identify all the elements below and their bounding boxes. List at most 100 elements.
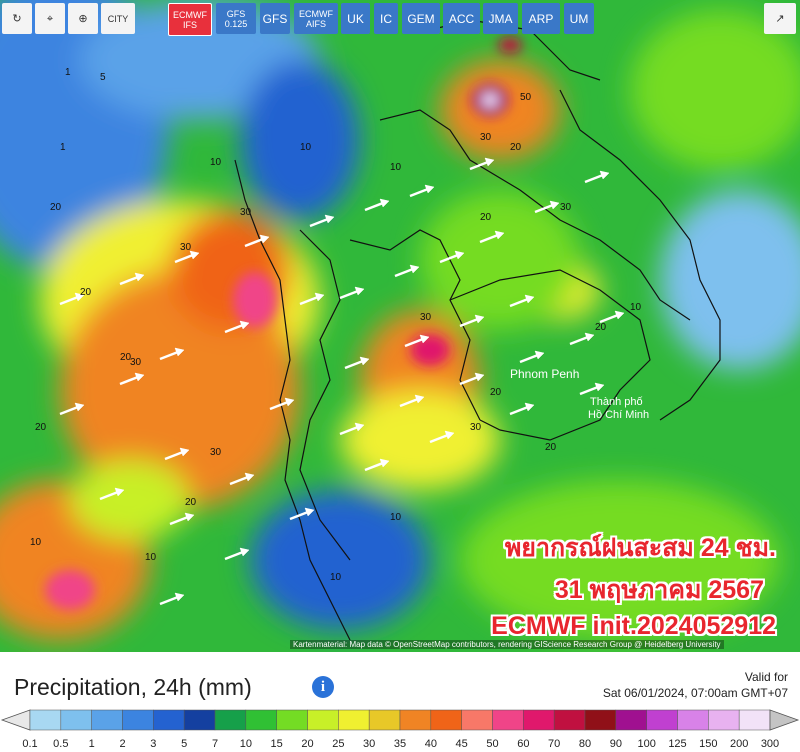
panel-title: Precipitation, 24h (mm) bbox=[14, 674, 252, 700]
valid-time: Sat 06/01/2024, 07:00am GMT+07 bbox=[602, 686, 788, 700]
legend-arrow-left bbox=[0, 709, 31, 731]
model-button[interactable]: JMA bbox=[483, 3, 518, 34]
city-button[interactable]: CITY bbox=[101, 3, 135, 34]
contour-label: 30 bbox=[560, 202, 572, 213]
legend-label: 25 bbox=[332, 738, 344, 750]
wind-arrow-head bbox=[549, 200, 560, 210]
valid-label: Valid for bbox=[744, 670, 788, 684]
contour-label: 10 bbox=[330, 572, 342, 583]
contour-labels: 1020302010302030102030201050302010203020… bbox=[30, 67, 642, 583]
info-button[interactable]: i bbox=[312, 676, 334, 698]
legend-label: 100 bbox=[637, 738, 655, 750]
place-label: Hồ Chí Minh bbox=[588, 409, 649, 421]
wind-arrow-head bbox=[74, 402, 85, 412]
contour-label: 10 bbox=[145, 552, 157, 563]
wind-arrow bbox=[309, 217, 329, 228]
model-button[interactable]: IC bbox=[374, 3, 398, 34]
refresh-button[interactable]: ↻ bbox=[2, 3, 32, 34]
wind-arrow-head bbox=[379, 198, 390, 208]
wind-arrow-head bbox=[239, 547, 250, 557]
wind-arrow-head bbox=[174, 592, 185, 602]
wind-arrow-head bbox=[314, 292, 325, 302]
place-label: Phnom Penh bbox=[510, 367, 579, 381]
contour-label: 10 bbox=[300, 142, 312, 153]
wind-arrow bbox=[119, 275, 139, 286]
legend-swatch bbox=[615, 709, 647, 731]
wind-arrow bbox=[364, 461, 384, 472]
legend-label: 70 bbox=[548, 738, 560, 750]
wind-arrow-head bbox=[594, 382, 605, 392]
legend-label: 90 bbox=[610, 738, 622, 750]
wind-arrow-head bbox=[454, 250, 465, 260]
wind-arrow bbox=[224, 323, 244, 334]
contour-label: 20 bbox=[490, 387, 502, 398]
model-button[interactable]: ARP bbox=[522, 3, 560, 34]
contour-label: 20 bbox=[80, 287, 92, 298]
wind-arrow bbox=[99, 490, 119, 501]
overlay-text: ECMWF init.2024052912 bbox=[491, 612, 776, 640]
model-button[interactable]: ECMWF AIFS bbox=[294, 3, 338, 34]
wind-arrow bbox=[169, 515, 189, 526]
model-button[interactable]: ECMWF IFS bbox=[168, 3, 212, 36]
legend-swatch bbox=[430, 709, 462, 731]
wind-arrow-head bbox=[134, 372, 145, 382]
wind-arrow-head bbox=[474, 314, 485, 324]
wind-arrow-head bbox=[614, 310, 625, 320]
wind-arrow-head bbox=[324, 214, 335, 224]
wind-arrow bbox=[509, 405, 529, 416]
wind-arrow bbox=[269, 400, 289, 411]
model-button[interactable]: UM bbox=[564, 3, 594, 34]
wind-arrow bbox=[469, 160, 489, 171]
model-button[interactable]: GFS 0.125 bbox=[216, 3, 256, 34]
wind-arrow-head bbox=[179, 447, 190, 457]
contour-label: 30 bbox=[480, 132, 492, 143]
wind-arrow bbox=[159, 595, 179, 606]
legend-label: 200 bbox=[730, 738, 748, 750]
wind-arrow bbox=[59, 405, 79, 416]
zoom-button[interactable]: ⊕ bbox=[68, 3, 98, 34]
contour-label: 30 bbox=[210, 447, 222, 458]
legend-swatch bbox=[153, 709, 185, 731]
wind-arrow-head bbox=[244, 472, 255, 482]
wind-arrow bbox=[59, 295, 79, 306]
legend-label: 150 bbox=[699, 738, 717, 750]
share-button[interactable]: ↗ bbox=[764, 3, 796, 34]
legend-label: 0.5 bbox=[53, 738, 68, 750]
model-button[interactable]: UK bbox=[341, 3, 370, 34]
wind-arrow-head bbox=[359, 356, 370, 366]
legend-label: 35 bbox=[394, 738, 406, 750]
wind-arrow bbox=[584, 173, 604, 184]
legend-swatch bbox=[461, 709, 493, 731]
legend-label: 60 bbox=[517, 738, 529, 750]
legend-swatch bbox=[553, 709, 586, 731]
wind-arrow-head bbox=[484, 157, 495, 167]
contour-label: 30 bbox=[180, 242, 192, 253]
location-button[interactable]: ⌖ bbox=[35, 3, 65, 34]
model-button[interactable]: ACC bbox=[443, 3, 480, 34]
legend-label: 50 bbox=[486, 738, 498, 750]
legend-label: 45 bbox=[456, 738, 468, 750]
wind-arrow-head bbox=[354, 286, 365, 296]
wind-arrow bbox=[399, 397, 419, 408]
wind-arrow bbox=[344, 359, 364, 370]
legend-swatch bbox=[708, 709, 740, 731]
legend-swatch bbox=[183, 709, 216, 731]
model-button[interactable]: GEM bbox=[402, 3, 440, 34]
legend-label: 80 bbox=[579, 738, 591, 750]
wind-arrow bbox=[459, 317, 479, 328]
wind-arrow-head bbox=[184, 512, 195, 522]
wind-arrow-head bbox=[189, 250, 200, 260]
wind-arrow-head bbox=[354, 422, 365, 432]
contour-label: 10 bbox=[390, 512, 402, 523]
model-button[interactable]: GFS bbox=[260, 3, 290, 34]
contour-label: 30 bbox=[470, 422, 482, 433]
wind-arrow-head bbox=[379, 458, 390, 468]
legend-swatch bbox=[276, 709, 308, 731]
wind-arrow bbox=[404, 337, 424, 348]
legend-swatch bbox=[523, 709, 555, 731]
wind-arrow bbox=[599, 313, 619, 324]
legend: 0.1 0.5 1 2 3 5 7 10 15 20 25 30 35 40 45 50 60 70 80 90 100… bbox=[0, 709, 800, 750]
legend-label: 30 bbox=[363, 738, 375, 750]
wind-arrow-head bbox=[304, 507, 315, 517]
